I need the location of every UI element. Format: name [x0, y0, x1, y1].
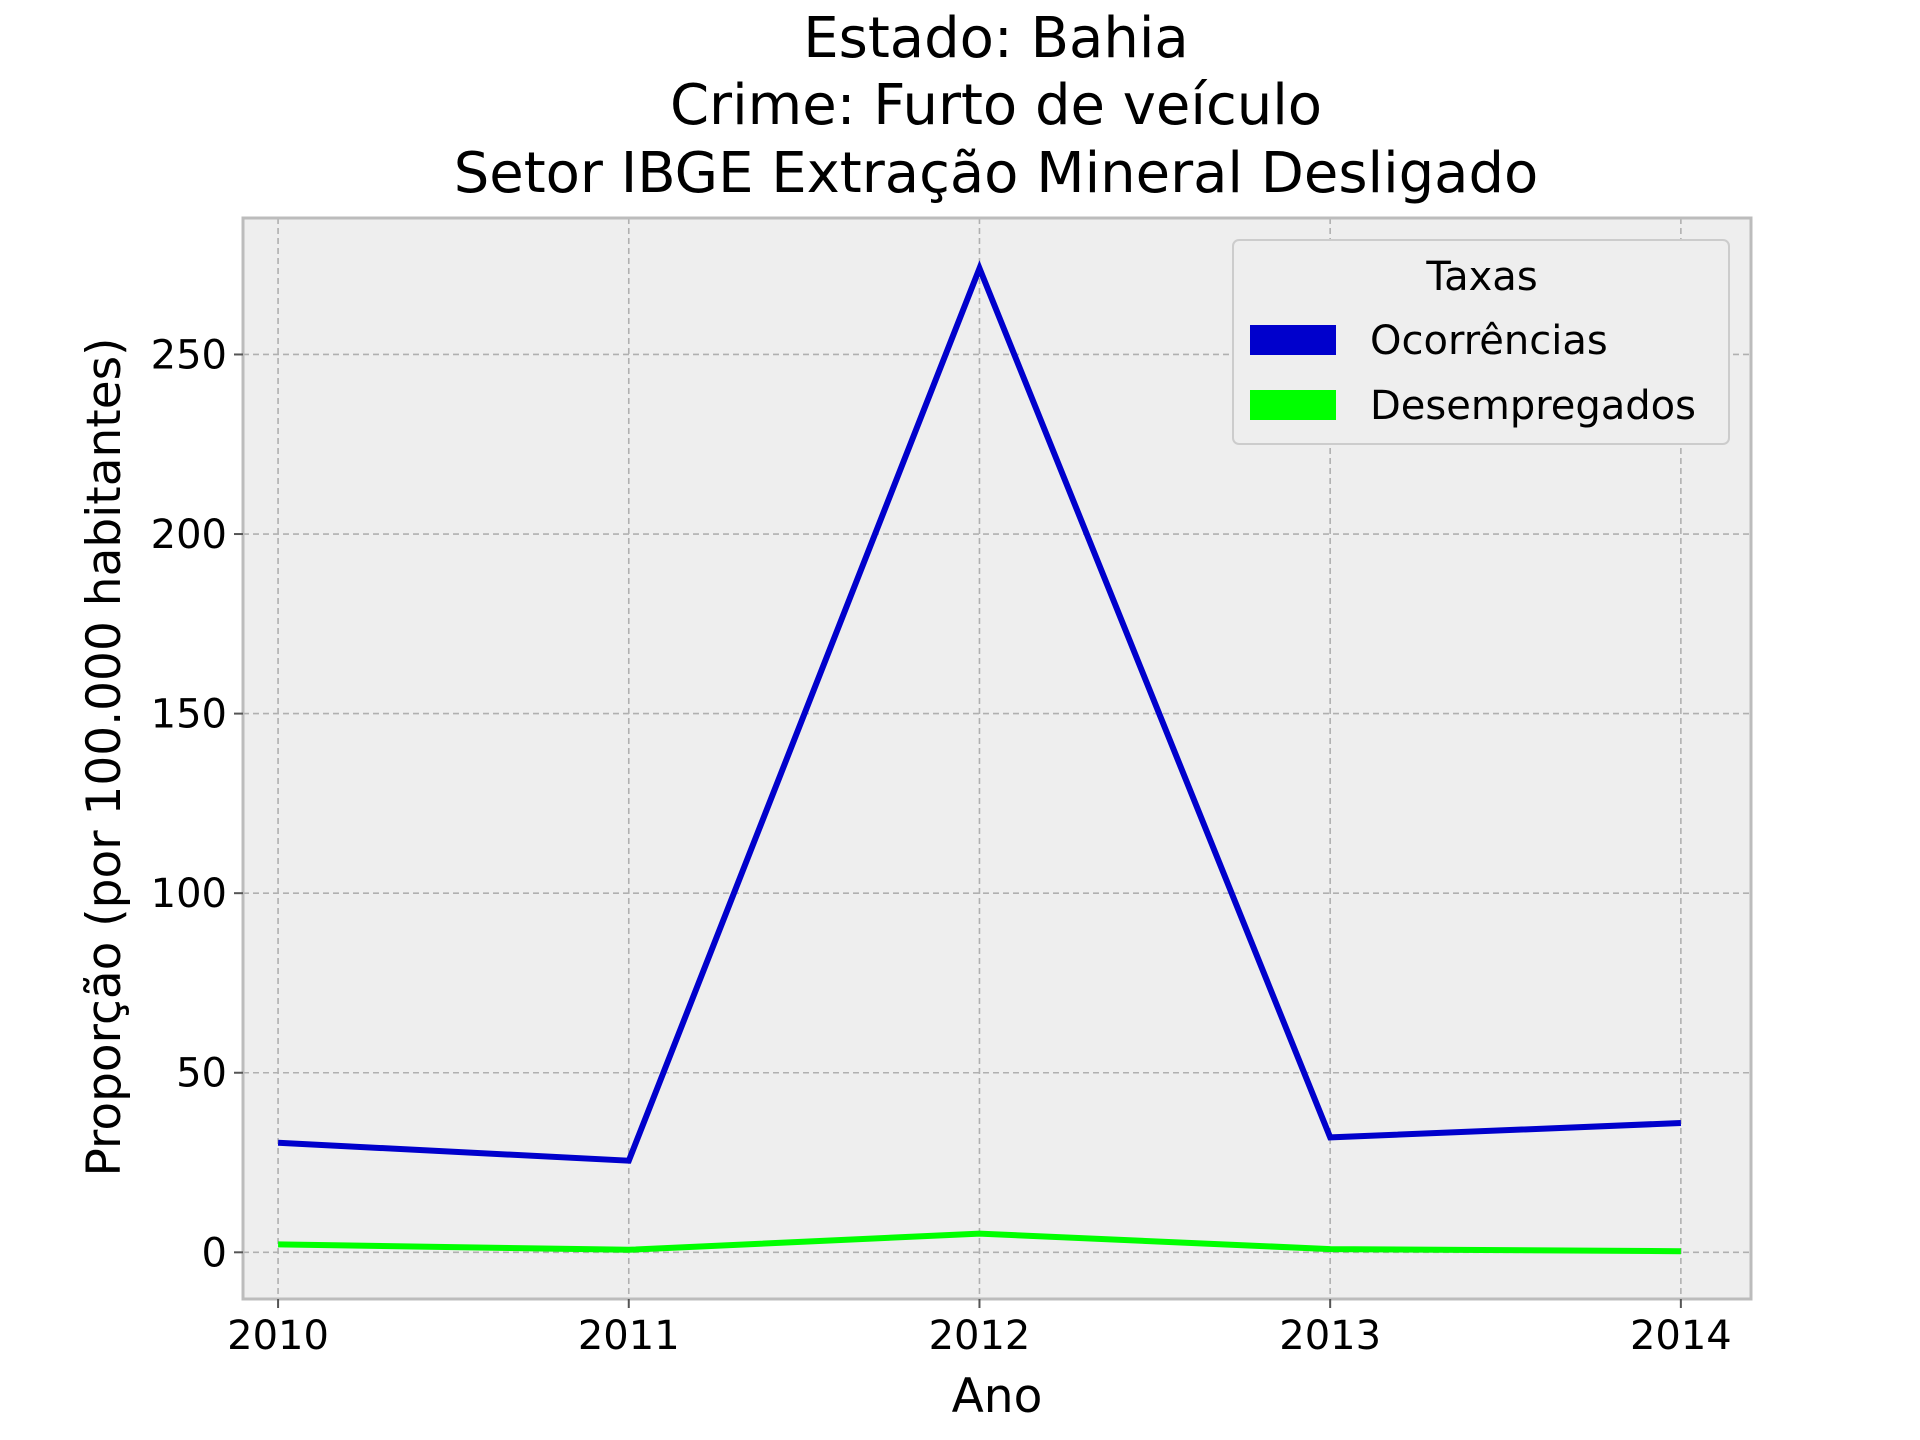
x-tick-label: 2012: [929, 1313, 1031, 1359]
y-tick-label: 100: [151, 871, 227, 917]
legend-swatch: [1250, 390, 1336, 420]
chart-title-line-3: Setor IBGE Extração Mineral Desligado: [454, 141, 1539, 206]
y-axis-ticks: 0 50 100 150 200 250: [151, 332, 243, 1276]
x-tick-label: 2013: [1279, 1313, 1381, 1359]
chart-title-line-2: Crime: Furto de veículo: [670, 73, 1322, 138]
plot-frame: [241, 216, 1753, 1301]
x-axis-ticks: 2010 2011 2012 2013 2014: [227, 1299, 1732, 1359]
legend-label: Ocorrências: [1370, 318, 1608, 364]
legend-items: Ocorrências Desempregados: [1250, 318, 1696, 429]
y-tick-label: 50: [176, 1051, 227, 1097]
y-axis-label: Proporção (por 100.000 habitantes): [77, 338, 132, 1177]
chart-title-line-1: Estado: Bahia: [803, 6, 1188, 71]
y-tick-label: 150: [151, 692, 227, 738]
series-line-ocorrencias: [277, 260, 1682, 1164]
x-tick-label: 2010: [227, 1313, 329, 1359]
series-line-desempregados: [278, 1230, 1681, 1255]
x-axis-label: Ano: [952, 1369, 1043, 1424]
data-series: [277, 260, 1682, 1255]
y-tick-label: 250: [151, 332, 227, 378]
legend-swatch: [1250, 325, 1336, 355]
legend-title: Taxas: [1425, 254, 1537, 300]
legend-box: [1232, 239, 1730, 445]
y-tick-label: 0: [202, 1230, 227, 1276]
grid-lines: [243, 218, 1751, 1299]
x-tick-label: 2014: [1630, 1313, 1732, 1359]
x-tick-label: 2011: [578, 1313, 680, 1359]
y-tick-label: 200: [151, 512, 227, 558]
chart-title: Estado: Bahia Crime: Furto de veículo Se…: [454, 6, 1539, 206]
legend: Taxas Ocorrências Desempregados: [1232, 239, 1730, 445]
legend-label: Desempregados: [1370, 383, 1696, 429]
